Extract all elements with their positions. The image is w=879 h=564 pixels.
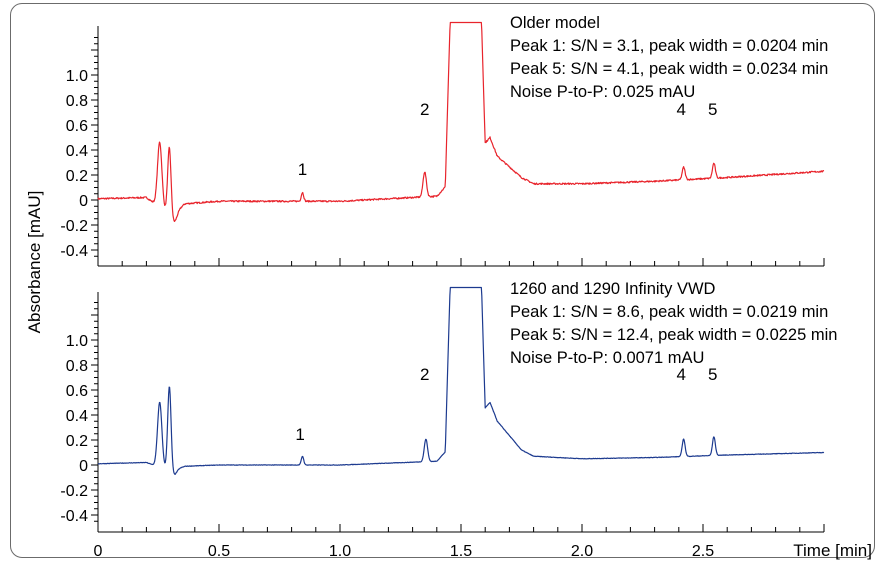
y-tick-label: 0.2 [66, 433, 88, 450]
y-tick-label: -0.2 [60, 218, 88, 235]
y-tick-label: -0.4 [60, 243, 88, 260]
peak-label-5: 5 [708, 365, 717, 384]
chart-panel-2: -0.4 -0.2 0 0.2 0.4 0.6 0.8 1.0 0 0.5 1.0 1.5 2.0 2.5… [60, 280, 837, 560]
annotation-line: Peak 5: S/N = 4.1, peak width = 0.0234 m… [510, 60, 828, 78]
annotation-line: Peak 1: S/N = 3.1, peak width = 0.0204 m… [510, 37, 828, 55]
y-tick-label: 0.4 [66, 408, 88, 425]
chart-panel-1: -0.4 -0.2 0 0.2 0.4 0.6 0.8 1.0 1 2 4 5 Older model P… [60, 14, 828, 267]
peak-label-2: 2 [420, 365, 429, 384]
annotation-line: Noise P-to-P: 0.025 mAU [510, 83, 695, 101]
annotation-line: Peak 5: S/N = 12.4, peak width = 0.0225 … [510, 326, 837, 344]
annotation-line: 1260 and 1290 Infinity VWD [510, 280, 716, 298]
y-tick-label: 1.0 [66, 68, 88, 85]
y-tick-label: -0.2 [60, 483, 88, 500]
peak-label-5: 5 [708, 100, 717, 119]
annotation-line: Older model [510, 14, 600, 32]
x-tick-label: 0.5 [208, 543, 230, 560]
y-tick-label: 0 [79, 193, 88, 210]
y-tick-label: 0.6 [66, 383, 88, 400]
x-tick-label: 2.0 [571, 543, 593, 560]
y-tick-label: 0.8 [66, 93, 88, 110]
y-tick-label: 0.4 [66, 143, 88, 160]
y-tick-label: 0 [79, 458, 88, 475]
y-tick-label: 0.2 [66, 168, 88, 185]
x-tick-label: 1.0 [329, 543, 351, 560]
annotation-line: Peak 1: S/N = 8.6, peak width = 0.0219 m… [510, 303, 828, 321]
peak-label-4: 4 [676, 100, 685, 119]
x-tick-label: 1.5 [450, 543, 472, 560]
chart-frame [10, 3, 875, 558]
y-tick-label: 1.0 [66, 333, 88, 350]
peak-label-4: 4 [676, 365, 685, 384]
peak-label-2: 2 [420, 100, 429, 119]
annotation-line: Noise P-to-P: 0.0071 mAU [510, 349, 704, 367]
y-tick-label: -0.4 [60, 508, 88, 525]
y-axis-label: Absorbance [mAU] [25, 191, 44, 334]
x-axis-label: Time [min] [793, 541, 872, 560]
series-line [97, 286, 825, 475]
peak-label-1: 1 [295, 425, 304, 444]
x-tick-label: 0 [94, 543, 103, 560]
y-tick-label: 0.8 [66, 358, 88, 375]
series-line [97, 21, 825, 223]
y-tick-label: 0.6 [66, 118, 88, 135]
x-tick-label: 2.5 [692, 543, 714, 560]
peak-label-1: 1 [298, 160, 307, 179]
